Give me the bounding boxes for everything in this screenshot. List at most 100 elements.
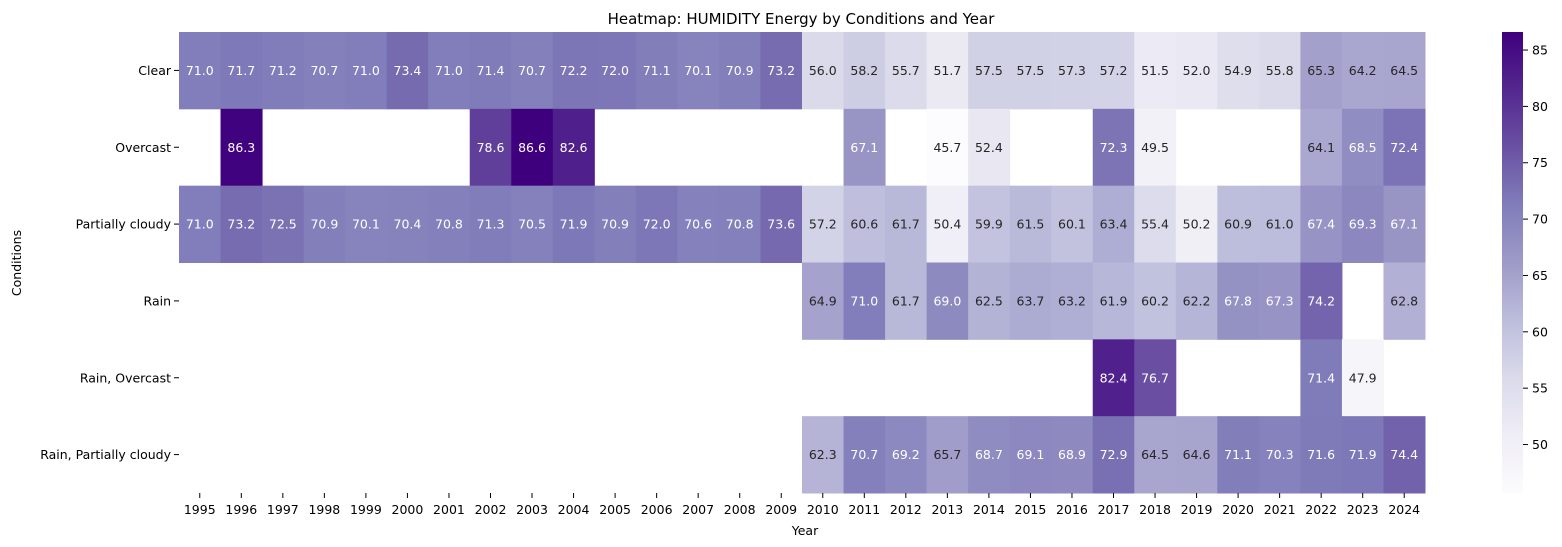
heatmap-cell — [511, 32, 554, 110]
heatmap-cell — [1092, 32, 1135, 110]
heatmap-cell — [1009, 416, 1052, 494]
colorbar-tick-label: 70 — [1532, 212, 1548, 227]
cell-value-label: 60.9 — [1224, 217, 1252, 232]
heatmap-cell — [1134, 339, 1177, 417]
cell-value-label: 64.1 — [1307, 140, 1335, 155]
heatmap-cell — [968, 108, 1011, 187]
colorbar-tick-label: 65 — [1532, 268, 1548, 283]
cell-value-label: 59.9 — [975, 217, 1003, 232]
cell-value-label: 82.6 — [560, 140, 588, 155]
heatmap-cell — [968, 416, 1011, 494]
heatmap-cell — [1383, 262, 1426, 340]
heatmap-cell — [1300, 262, 1343, 340]
cell-value-label: 72.0 — [601, 63, 629, 78]
heatmap-cell — [1258, 416, 1301, 494]
heatmap-cell — [635, 32, 678, 110]
cell-value-label: 82.4 — [1100, 370, 1128, 385]
cell-value-label: 72.3 — [1100, 140, 1128, 155]
cell-value-label: 54.9 — [1224, 63, 1252, 78]
cell-value-label: 70.6 — [684, 217, 712, 232]
x-tick-label: 2001 — [433, 502, 465, 517]
cell-value-label: 61.5 — [1017, 217, 1045, 232]
heatmap-cell — [1300, 339, 1343, 417]
x-tick-label: 2017 — [1098, 502, 1130, 517]
x-tick-label: 2004 — [558, 502, 590, 517]
colorbar-tick-label: 55 — [1532, 381, 1548, 396]
cell-value-label: 71.0 — [435, 63, 463, 78]
heatmap-cell — [926, 32, 969, 110]
cell-value-label: 69.2 — [892, 447, 920, 462]
cell-value-label: 62.2 — [1183, 293, 1211, 308]
cell-value-label: 57.2 — [1100, 63, 1128, 78]
heatmap-cell — [1175, 262, 1218, 340]
heatmap-cell — [303, 185, 346, 263]
cell-value-label: 76.7 — [1141, 370, 1169, 385]
cell-value-label: 72.5 — [269, 217, 297, 232]
heatmap-cell — [1300, 108, 1343, 187]
cell-value-label: 70.9 — [601, 217, 629, 232]
heatmap-cell — [926, 108, 969, 187]
cell-value-label: 71.4 — [1307, 370, 1335, 385]
x-tick-label: 2003 — [516, 502, 548, 517]
cell-value-label: 63.4 — [1100, 217, 1128, 232]
heatmap-cell — [843, 262, 886, 340]
cell-value-label: 67.1 — [850, 140, 878, 155]
colorbar-tick-label: 80 — [1532, 99, 1548, 114]
heatmap-cell — [1009, 185, 1052, 263]
heatmap-cell — [386, 32, 429, 110]
cell-value-label: 56.0 — [809, 63, 837, 78]
cell-value-label: 50.2 — [1183, 217, 1211, 232]
heatmap-cell — [1175, 32, 1218, 110]
cell-value-label: 71.7 — [227, 63, 255, 78]
cell-value-label: 67.4 — [1307, 217, 1335, 232]
heatmap-cell — [552, 185, 595, 263]
heatmap-cell — [262, 185, 305, 263]
cell-value-label: 73.4 — [394, 63, 422, 78]
x-tick-label: 2008 — [724, 502, 756, 517]
heatmap-cell — [469, 32, 512, 110]
x-tick-label: 1997 — [267, 502, 299, 517]
heatmap-cell — [1341, 185, 1384, 263]
heatmap-cell — [926, 185, 969, 263]
cell-value-label: 61.7 — [892, 293, 920, 308]
heatmap-cell — [1051, 185, 1094, 263]
cell-value-label: 61.9 — [1100, 293, 1128, 308]
cell-value-label: 70.1 — [684, 63, 712, 78]
heatmap-cell — [677, 32, 720, 110]
y-tick-label: Rain — [144, 293, 171, 308]
cell-value-label: 71.9 — [1349, 447, 1377, 462]
heatmap-cell — [1217, 262, 1260, 340]
heatmap-cell — [635, 185, 678, 263]
heatmap-cell — [428, 185, 471, 263]
cell-value-label: 69.0 — [933, 293, 961, 308]
x-tick-label: 2012 — [890, 502, 922, 517]
cell-value-label: 52.4 — [975, 140, 1003, 155]
cell-value-label: 55.7 — [892, 63, 920, 78]
heatmap-cell — [552, 32, 595, 110]
y-axis-label: Conditions — [9, 230, 24, 296]
heatmap-cell — [511, 185, 554, 263]
cell-value-label: 67.8 — [1224, 293, 1252, 308]
heatmap-cell — [386, 185, 429, 263]
heatmap-cell — [469, 185, 512, 263]
heatmap-cell — [1300, 185, 1343, 263]
cell-value-label: 64.9 — [809, 293, 837, 308]
heatmap-cell — [1300, 416, 1343, 494]
cell-value-label: 45.7 — [933, 140, 961, 155]
heatmap-cell — [1258, 262, 1301, 340]
heatmap-cell — [1383, 32, 1426, 110]
cell-value-label: 49.5 — [1141, 140, 1169, 155]
cell-value-label: 86.3 — [227, 140, 255, 155]
cell-value-label: 60.2 — [1141, 293, 1169, 308]
cell-value-label: 73.2 — [767, 63, 795, 78]
heatmap-cell — [220, 32, 263, 110]
x-tick-label: 2024 — [1388, 502, 1420, 517]
cell-value-label: 69.1 — [1017, 447, 1045, 462]
cell-value-label: 73.2 — [227, 217, 255, 232]
heatmap-cell — [469, 108, 512, 187]
cell-value-label: 73.6 — [767, 217, 795, 232]
cell-value-label: 70.5 — [518, 217, 546, 232]
heatmap-cell — [1092, 416, 1135, 494]
cell-value-label: 74.2 — [1307, 293, 1335, 308]
